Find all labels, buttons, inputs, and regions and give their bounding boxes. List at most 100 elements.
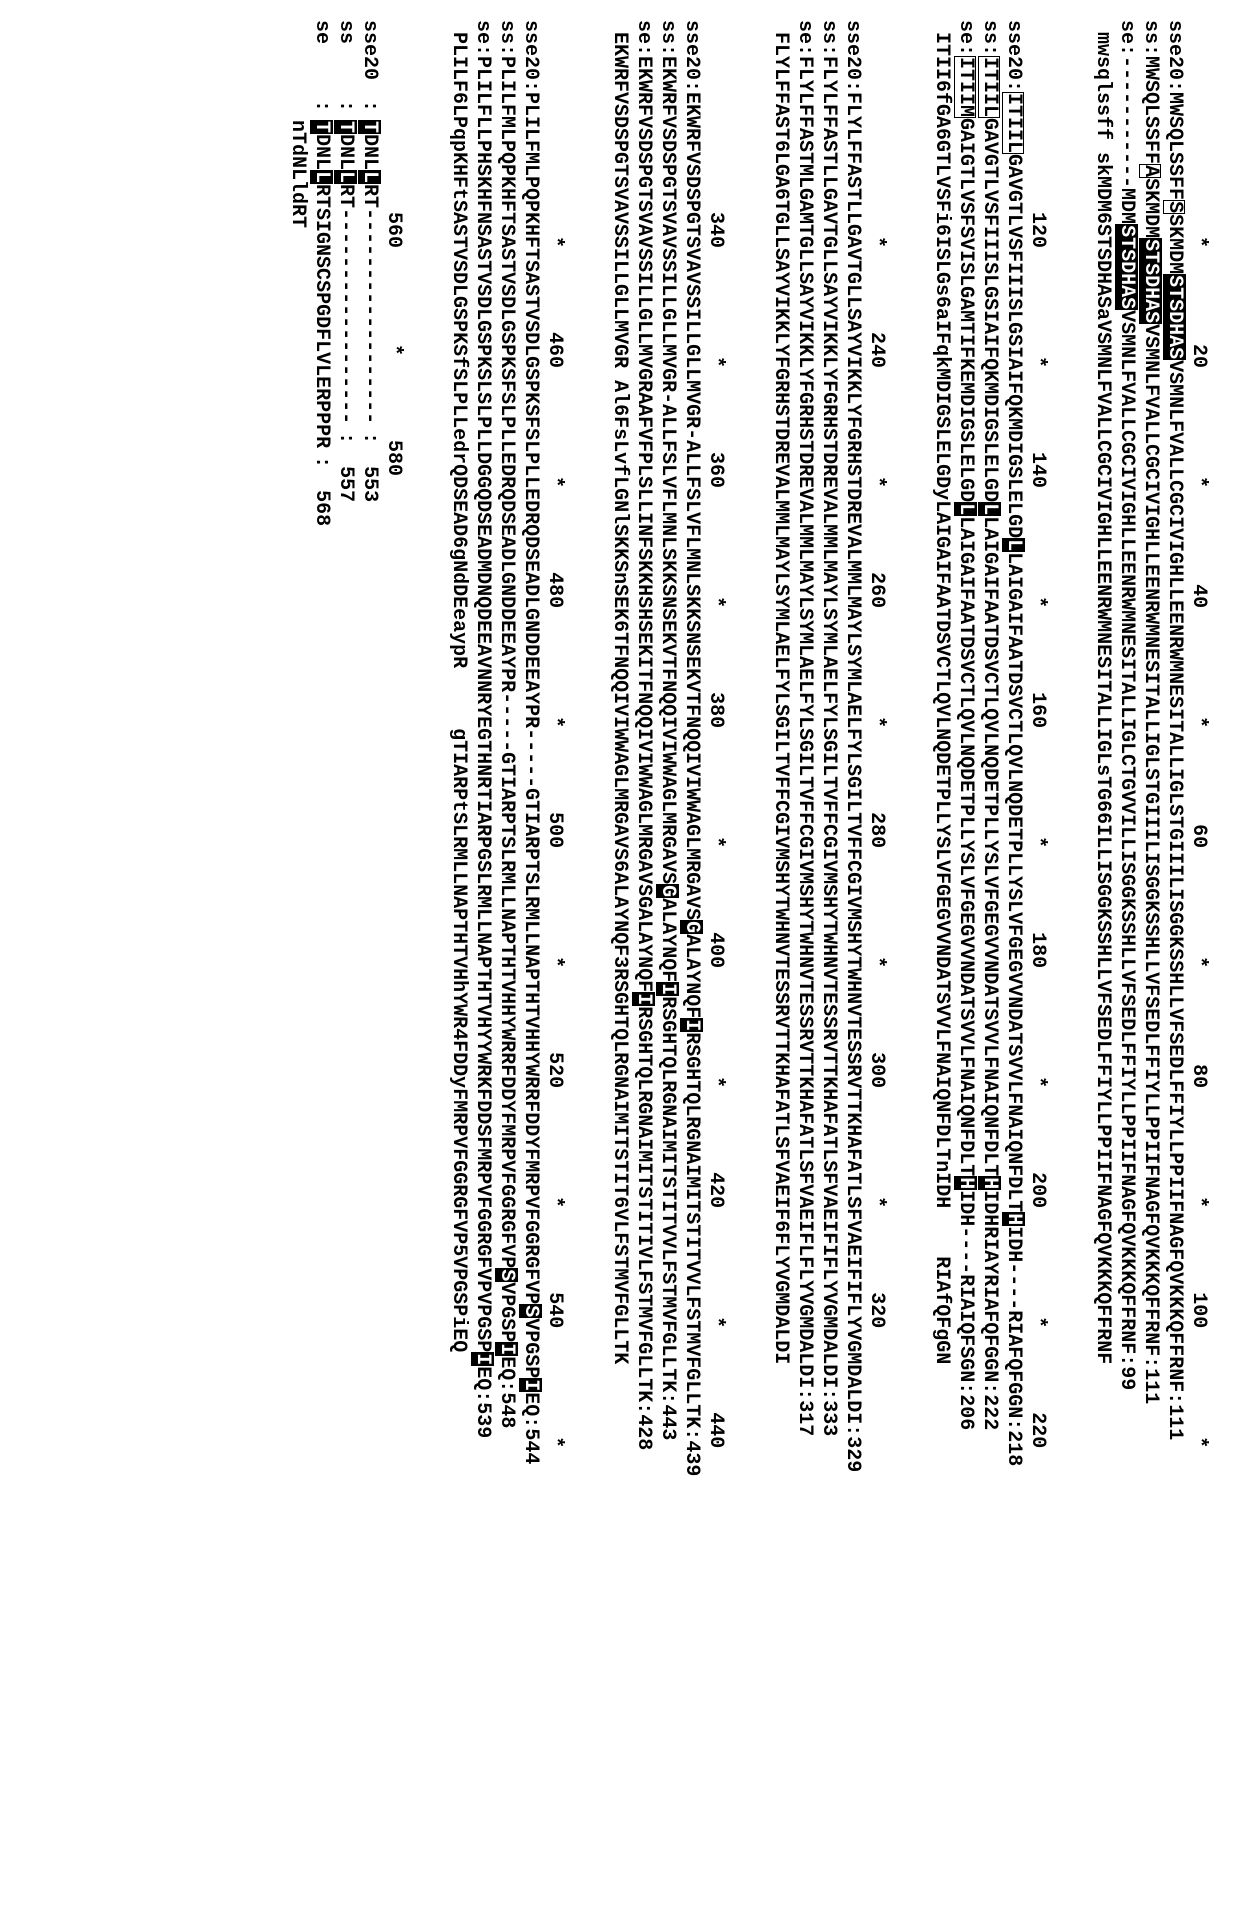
boxed-residue: ITIIM [955,56,977,118]
alignment-block: 340 * 360 * 380 * 400 * 420 * 440sse20:E… [608,20,727,1220]
sequence-segment: RT------------------ [359,184,382,424]
sequence-label: sse20 [1003,20,1026,80]
separator-colon: : [681,1428,704,1440]
sequence-text: EKWRFVSDSPGTSVAVSSILLGLLMVGRAAFVFPLSLLIN… [633,56,656,1402]
sequence-segment: EKWRFVSDSPGTSVAVSSILLGLLMVGR-ALLFSLVFLMN… [681,92,704,920]
sequence-text: EKWRFVSDSPGTSVAVSSILLGLLMVGR-ALLFSLVFLMN… [657,56,680,1392]
separator-colon: : [794,44,817,56]
sequence-segment: VPGSP [496,1282,519,1342]
sequence-label: ss [657,20,680,44]
sequence-segment: ITII6fGA6GTLVSFi6ISLGs6aIFqkMDIGSLELGDyL… [931,32,954,1364]
highlight-residue: STSDHAS [1116,224,1139,310]
sequence-segment: VSMNLFVALLCGCIVIGHLLEENRWMNESITALLIGLSTG… [1164,360,1187,1392]
separator-colon: : [842,80,865,92]
separator-colon: : [633,1402,656,1414]
sequence-row: ss:MWSQLSSFFASKMDMSTSDHASVSMNLFVALLCGCIV… [1139,20,1163,1220]
alignment-block: 560 * 580sse20:TDNLLRT------------------… [286,20,405,1220]
sequence-segment: VPGSP [520,1318,543,1378]
highlight-residue: I [496,1342,519,1356]
sequence-segment: VPGSP [472,1292,495,1352]
separator-colon: : [1116,44,1139,56]
sequence-row: se:EKWRFVSDSPGTSVAVSSILLGLLMVGRAAFVFPLSL… [632,20,656,1220]
sequence-segment: IDH----RIAIQFSGN [955,1190,978,1382]
separator-colon: : [818,44,841,56]
highlight-residue: T [335,120,358,134]
sequence-segment: PLILFMLPQPKHFTSASTVSDLGSPKSFSLPLLEDRQDSE… [520,92,543,1304]
end-position: 333 [818,1400,841,1436]
end-position: 99 [1116,1366,1139,1390]
end-position: 439 [681,1440,704,1476]
separator-colon: : [335,92,358,120]
sequence-row: ss:FLYLFFASTLLGAVTGLLSAYVIKKLYFGRHSTDREV… [817,20,841,1220]
separator-colon: : [842,1424,865,1436]
sequence-row: sse20:EKWRFVSDSPGTSVAVSSILLGLLMVGR-ALLFS… [680,20,704,1220]
end-position: 544 [520,1428,543,1464]
end-position: 111 [1164,1404,1187,1440]
sequence-segment: EKWRFVSDSPGTSVAVSSILLGLLMVGR Al6FsLvfLGN… [609,32,632,1364]
sequence-segment: VSMNLFVALLCGCIVIGHLLEENRWMNESITALLIGLCTG… [1116,310,1139,1354]
separator-colon: : [818,1388,841,1400]
separator-colon: : [979,44,1002,56]
sequence-row: sse20:ITIILGAVGTLVSFIIISLGSIAIFQKMDIGSLE… [1002,20,1026,1220]
sequence-segment: PLILF6LPqpKHFtSASTVSDLGSPKSfSLPLLedrQDSE… [448,32,471,1352]
sequence-segment: EQ [496,1356,519,1380]
boxed-residue: ITIIL [979,56,1001,118]
separator-colon: : [794,1388,817,1400]
separator-colon: : [520,80,543,92]
highlight-residue: L [1003,538,1026,552]
separator-colon [448,20,471,32]
boxed-residue: A [1140,164,1162,178]
sequence-row: sse20:PLILFMLPQPKHFTSASTVSDLGSPKSFSLPLLE… [519,20,543,1220]
sequence-segment: mwsqlssff skMDM6STSDHASaVSMNLFVALLCGCIVI… [1092,32,1115,1364]
separator-colon: : [311,92,334,120]
end-position: 557 [335,452,358,502]
sequence-text: ITIILGAVGTLVSFIIISLGSIAIFQKMDIGSLELGDLLA… [979,56,1002,1382]
end-position: 206 [955,1394,978,1430]
sequence-segment: GAIGTLVSFSVISLGAMTIFKEMDIGSLELGD [955,118,978,502]
end-position: 568 [311,476,334,526]
sequence-segment: ALAYNQF [681,934,704,1018]
sequence-row: se:ITIIMGAIGTLVSFSVISLGAMTIFKEMDIGSLELGD… [954,20,978,1220]
end-position: 329 [842,1436,865,1472]
sequence-segment: EQ [472,1366,495,1390]
sequence-text: TDNLLRTSIGNSCSPGDFLVLERPPPR [311,120,334,448]
sequence-segment: DNL [335,134,358,170]
sequence-segment: FLYLFFASTMLGAMTGLLSAYVIKKLYFGRHSTDREVALM… [794,56,817,1388]
sequence-row: sse20:FLYLFFASTLLGAVTGLLSAYVIKKLYFGRHSTD… [841,20,865,1220]
sequence-text: MWSQLSSFFASKMDMSTSDHASVSMNLFVALLCGCIVIGH… [1140,56,1163,1356]
sequence-segment: DNL [311,134,334,170]
sequence-text: PLILFLLPHSKHFNSASTVSDLGSPKSLSLPLLDGGQDSE… [472,56,495,1390]
sequence-text: nTdNLldRT [287,120,310,228]
highlight-residue: S [496,1268,519,1282]
sequence-text: mwsqlssff skMDM6STSDHASaVSMNLFVALLCGCIVI… [1092,32,1115,1364]
separator-colon: : [1140,44,1163,56]
position-ruler: 340 * 360 * 380 * 400 * 420 * 440 [704,140,727,1220]
sequence-row: ss:ITIILGAVGTLVSFIIISLGSIAIFQKMDIGSLELGD… [978,20,1002,1220]
sequence-row: FLYLFFAST6LGA6TGLLSAYVIKKLYFGRHSTDREVALM… [769,20,793,1220]
separator-colon [931,20,954,32]
sequence-segment: VSMNLFVALLCGCIVIGHLLEENRWMNESITALLIGLSTG… [1140,324,1163,1356]
sequence-segment: MWSQLSSFF [1140,56,1163,164]
sequence-row: mwsqlssff skMDM6STSDHASaVSMNLFVALLCGCIVI… [1091,20,1115,1220]
position-ruler: * 20 * 40 * 60 * 80 * 100 * [1187,140,1210,1220]
alignment-block: * 460 * 480 * 500 * 520 * 540 *sse20:PLI… [447,20,566,1220]
end-position: 553 [359,452,382,502]
highlight-residue: G [681,920,704,934]
sequence-segment: LAIGAIFAATDSVCTLQVLNQDETPLLYSLVFGEGVVNDA… [979,516,1002,1176]
alignment-block: 120 * 140 * 160 * 180 * 200 * 220sse20:I… [930,20,1049,1220]
sequence-row: PLILF6LPqpKHFtSASTVSDLGSPKSfSLPLLedrQDSE… [447,20,471,1220]
sequence-text: MWSQLSSFFSSKMDMSTSDHASVSMNLFVALLCGCIVIGH… [1164,92,1187,1392]
highlight-residue: H [979,1176,1002,1190]
position-ruler: * 240 * 260 * 280 * 300 * 320 [865,140,888,1220]
end-position: 218 [1003,1430,1026,1466]
sequence-label: sse20 [1164,20,1187,80]
separator-colon: : [1164,1392,1187,1404]
position-ruler: 120 * 140 * 160 * 180 * 200 * 220 [1026,140,1049,1220]
highlight-residue: T [359,120,382,134]
highlight-residue: L [979,502,1002,516]
sequence-segment: RTSIGNSCSPGDFLVLERPPPR [311,184,334,448]
sequence-row: EKWRFVSDSPGTSVAVSSILLGLLMVGR Al6FsLvfLGN… [608,20,632,1220]
sequence-segment: PLILFMLPQPKHFTSASTVSDLGSPKSFSLPLLEDRQDSE… [496,56,519,1268]
highlight-residue: I [520,1378,543,1392]
highlight-residue: I [657,982,680,996]
